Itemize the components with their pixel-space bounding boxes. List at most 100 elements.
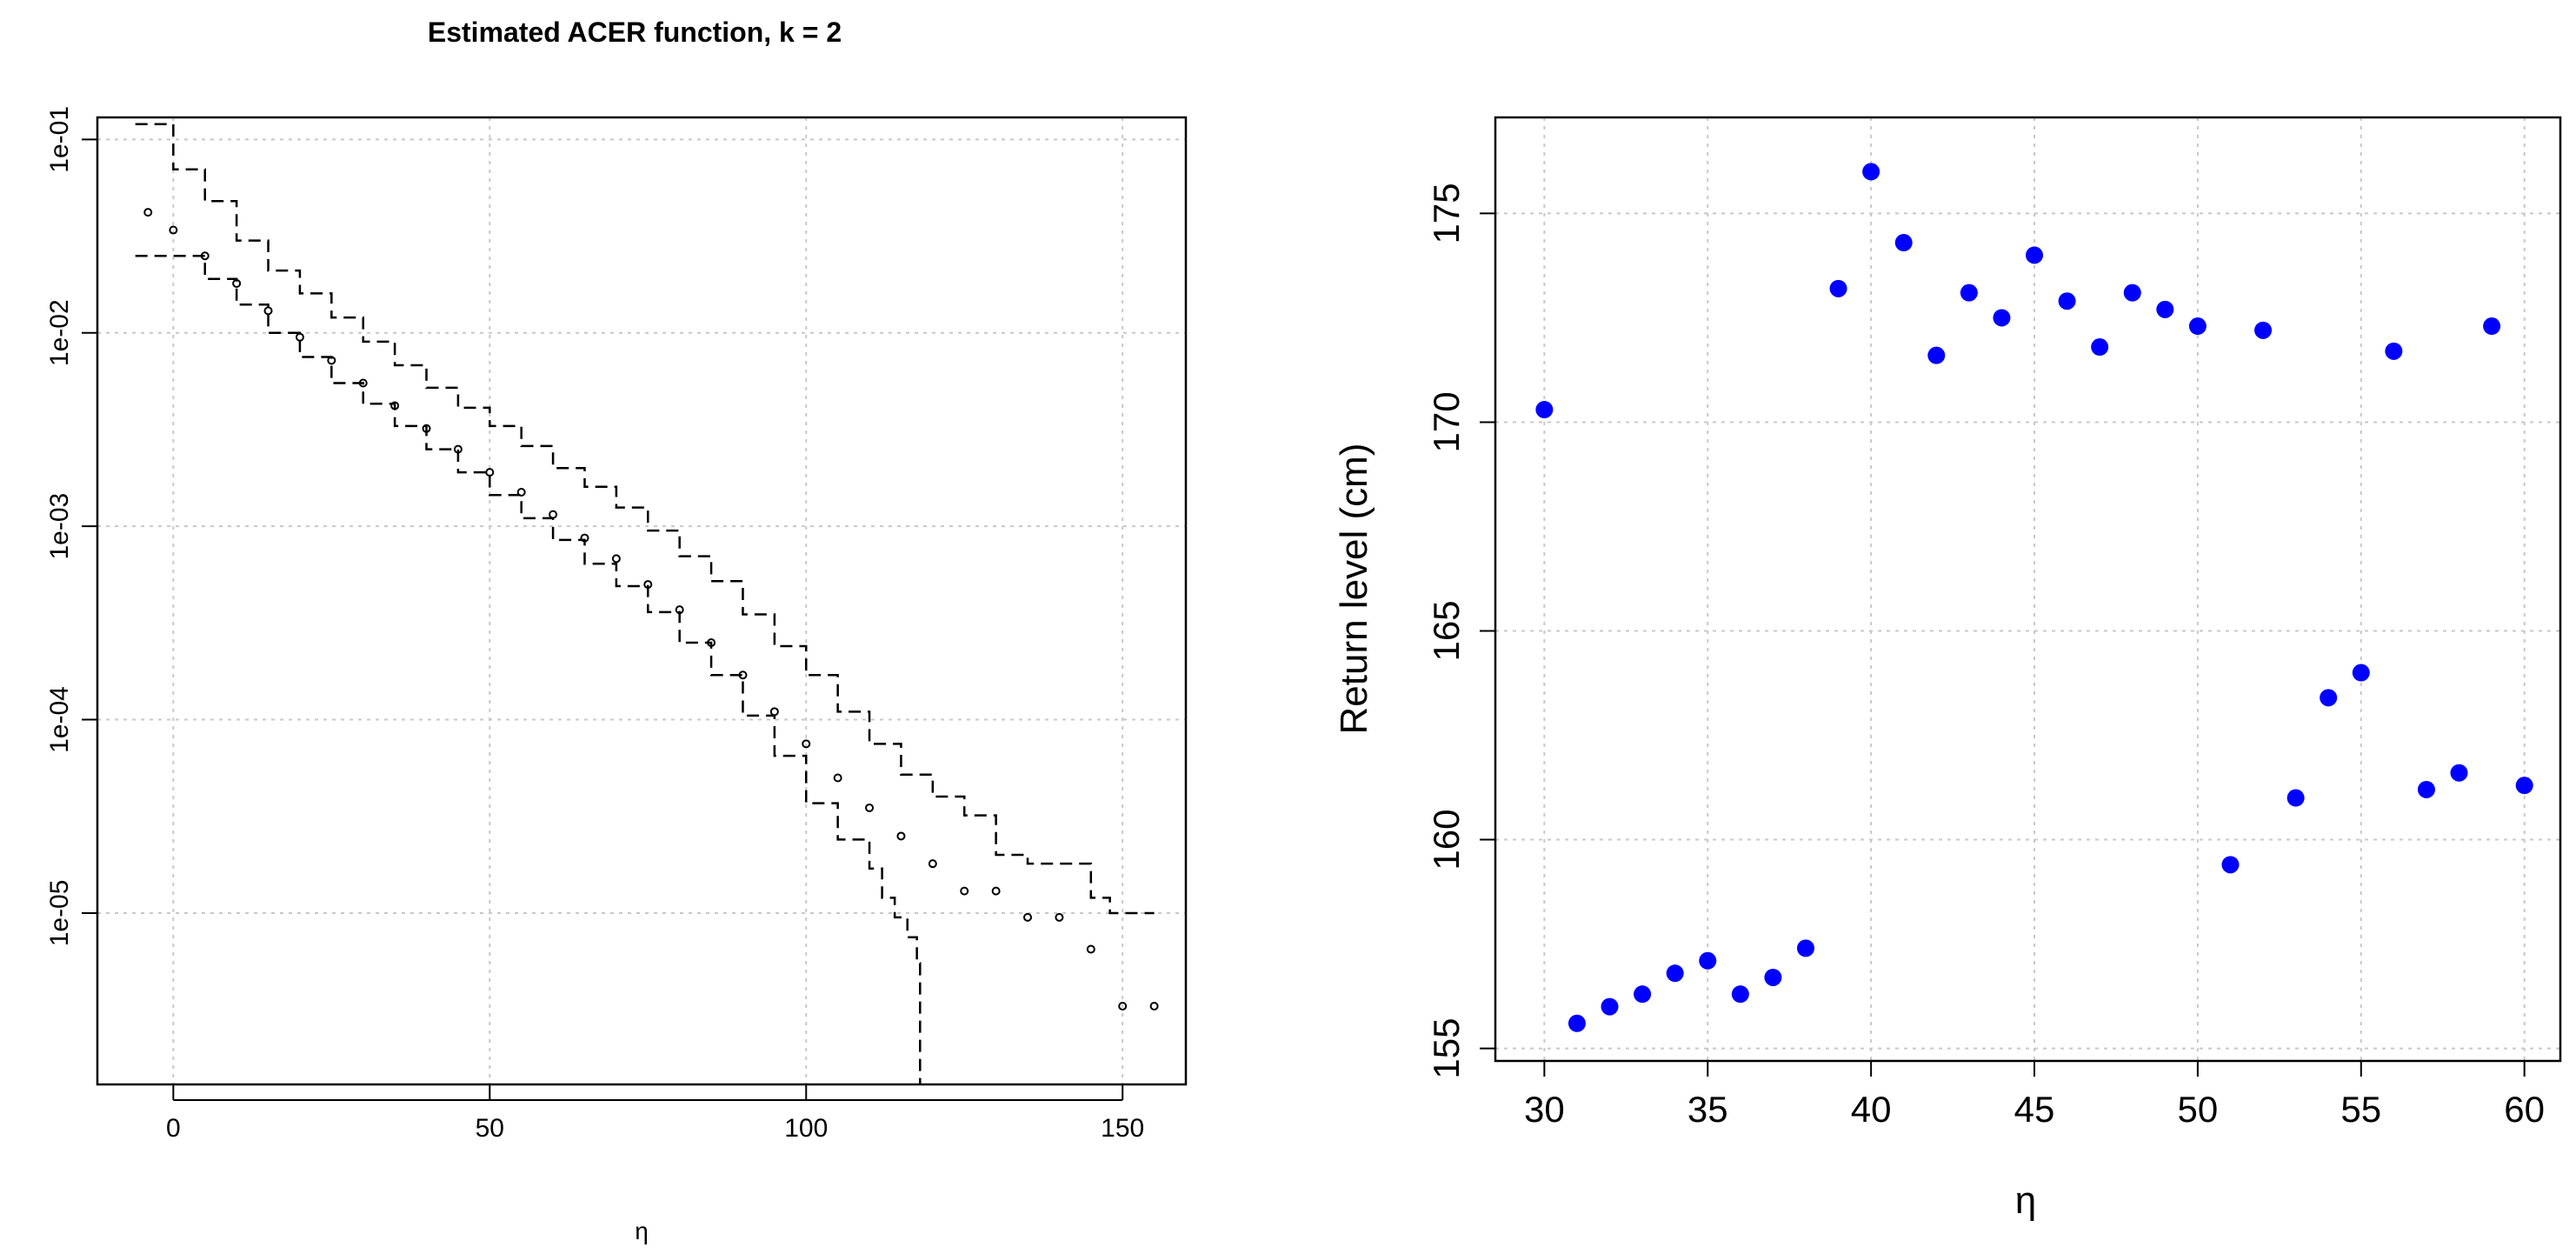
left-point-7: [358, 378, 368, 388]
acer-chart: Estimated ACER function, k = 2 0 50 100 150…: [45, 17, 1188, 1244]
right-point-19: [2156, 300, 2174, 318]
left-point-6: [327, 356, 336, 365]
left-point-15: [611, 554, 621, 564]
right-gridlines: [1495, 117, 2560, 1061]
left-point-5: [295, 332, 304, 342]
right-point-13: [1960, 283, 1978, 302]
left-estimate-points: [143, 208, 1159, 1011]
left-point-8: [390, 401, 400, 410]
right-point-29: [2483, 317, 2501, 336]
left-point-29: [1055, 912, 1064, 922]
left-x-tick-label-2: 100: [784, 1114, 828, 1143]
left-point-9: [422, 424, 431, 433]
left-series-lower-confidence-band: [135, 254, 922, 1084]
right-point-14: [1993, 309, 2011, 327]
left-point-25: [928, 859, 937, 869]
right-y-tick-label-4: 175: [1426, 183, 1467, 243]
right-point-9: [1829, 279, 1847, 297]
right-point-0: [1535, 401, 1554, 419]
right-x-tick-label-2: 40: [1851, 1089, 1892, 1130]
left-point-10: [453, 444, 463, 454]
right-point-16: [2058, 292, 2076, 310]
left-point-24: [896, 831, 906, 841]
left-point-14: [580, 533, 589, 543]
right-plot-frame: [1494, 116, 2562, 1063]
right-y-tick-label-1: 160: [1426, 810, 1467, 870]
right-point-26: [2385, 342, 2403, 360]
right-point-18: [2123, 283, 2141, 302]
left-point-18: [707, 638, 716, 648]
left-point-12: [516, 487, 526, 497]
left-y-tick-label-3: 1e-04: [45, 686, 74, 753]
right-y-tick-label-3: 170: [1426, 391, 1467, 452]
right-point-1: [1568, 1014, 1586, 1032]
left-point-2: [200, 251, 210, 261]
left-point-11: [485, 468, 495, 477]
left-gridlines: [97, 117, 1186, 1084]
right-point-17: [2091, 338, 2109, 357]
right-x-tick-label-3: 45: [2014, 1089, 2055, 1130]
left-x-axis-label: η: [635, 1217, 649, 1244]
left-plot-frame: [96, 116, 1188, 1086]
left-point-4: [263, 306, 273, 316]
left-y-tick-label-0: 1e-01: [45, 106, 74, 173]
right-point-2: [1601, 997, 1619, 1016]
left-point-0: [143, 208, 153, 217]
left-point-20: [769, 707, 779, 717]
right-x-tick-label-0: 30: [1524, 1089, 1565, 1130]
right-y-tick-label-0: 155: [1426, 1018, 1467, 1079]
right-point-3: [1634, 985, 1652, 1004]
right-x-tick-label-5: 55: [2340, 1089, 2381, 1130]
left-point-22: [833, 773, 842, 783]
right-point-10: [1862, 163, 1880, 181]
left-x-tick-label-1: 50: [476, 1114, 504, 1143]
right-point-4: [1666, 964, 1684, 983]
left-point-21: [802, 739, 811, 749]
right-y-axis: 155 160 165 170 175: [1426, 183, 1495, 1079]
right-point-7: [1764, 968, 1782, 986]
left-y-tick-label-4: 1e-05: [45, 880, 74, 947]
right-point-27: [2417, 780, 2435, 798]
left-y-tick-label-2: 1e-03: [45, 493, 74, 560]
left-x-axis: 0 50 100 150: [166, 1084, 1144, 1143]
right-y-axis-label: Return level (cm): [1333, 444, 1375, 735]
right-point-28: [2450, 764, 2468, 782]
left-x-tick-label-0: 0: [166, 1114, 181, 1143]
left-point-3: [232, 278, 242, 288]
return-level-chart: 30 35 40 45 50 55 60 155 160 165 170 175 η Return …: [1333, 116, 2562, 1222]
right-point-24: [2320, 689, 2338, 707]
left-point-19: [738, 670, 748, 680]
right-return-level-points: [1535, 163, 2533, 1032]
right-point-8: [1796, 939, 1814, 957]
left-chart-title: Estimated ACER function, k = 2: [428, 17, 842, 48]
right-point-21: [2221, 856, 2240, 874]
right-point-22: [2254, 321, 2273, 339]
right-y-tick-label-2: 165: [1426, 600, 1467, 661]
left-point-13: [549, 510, 558, 519]
left-point-1: [169, 225, 178, 235]
right-point-15: [2026, 246, 2044, 264]
right-x-tick-label-6: 60: [2504, 1089, 2545, 1130]
right-point-6: [1731, 985, 1749, 1004]
right-x-axis: 30 35 40 45 50 55 60: [1524, 1061, 2545, 1130]
left-point-26: [960, 886, 969, 896]
left-point-23: [865, 803, 875, 812]
right-point-23: [2286, 789, 2305, 807]
left-x-tick-label-3: 150: [1101, 1114, 1144, 1143]
left-y-tick-label-1: 1e-02: [45, 299, 74, 366]
left-y-axis: 1e-01 1e-02 1e-03 1e-04 1e-05: [45, 106, 97, 946]
right-point-20: [2188, 317, 2207, 336]
left-point-31: [1118, 1002, 1128, 1011]
right-point-25: [2352, 664, 2370, 682]
left-confidence-bands: [135, 123, 1155, 1084]
right-x-axis-label: η: [2015, 1179, 2036, 1222]
left-point-27: [991, 886, 1001, 896]
left-point-32: [1149, 1002, 1159, 1011]
left-point-16: [643, 580, 653, 590]
right-point-30: [2515, 777, 2533, 795]
left-point-17: [675, 605, 684, 615]
right-point-5: [1699, 951, 1717, 970]
right-x-tick-label-1: 35: [1687, 1089, 1728, 1130]
right-x-tick-label-4: 50: [2178, 1089, 2219, 1130]
